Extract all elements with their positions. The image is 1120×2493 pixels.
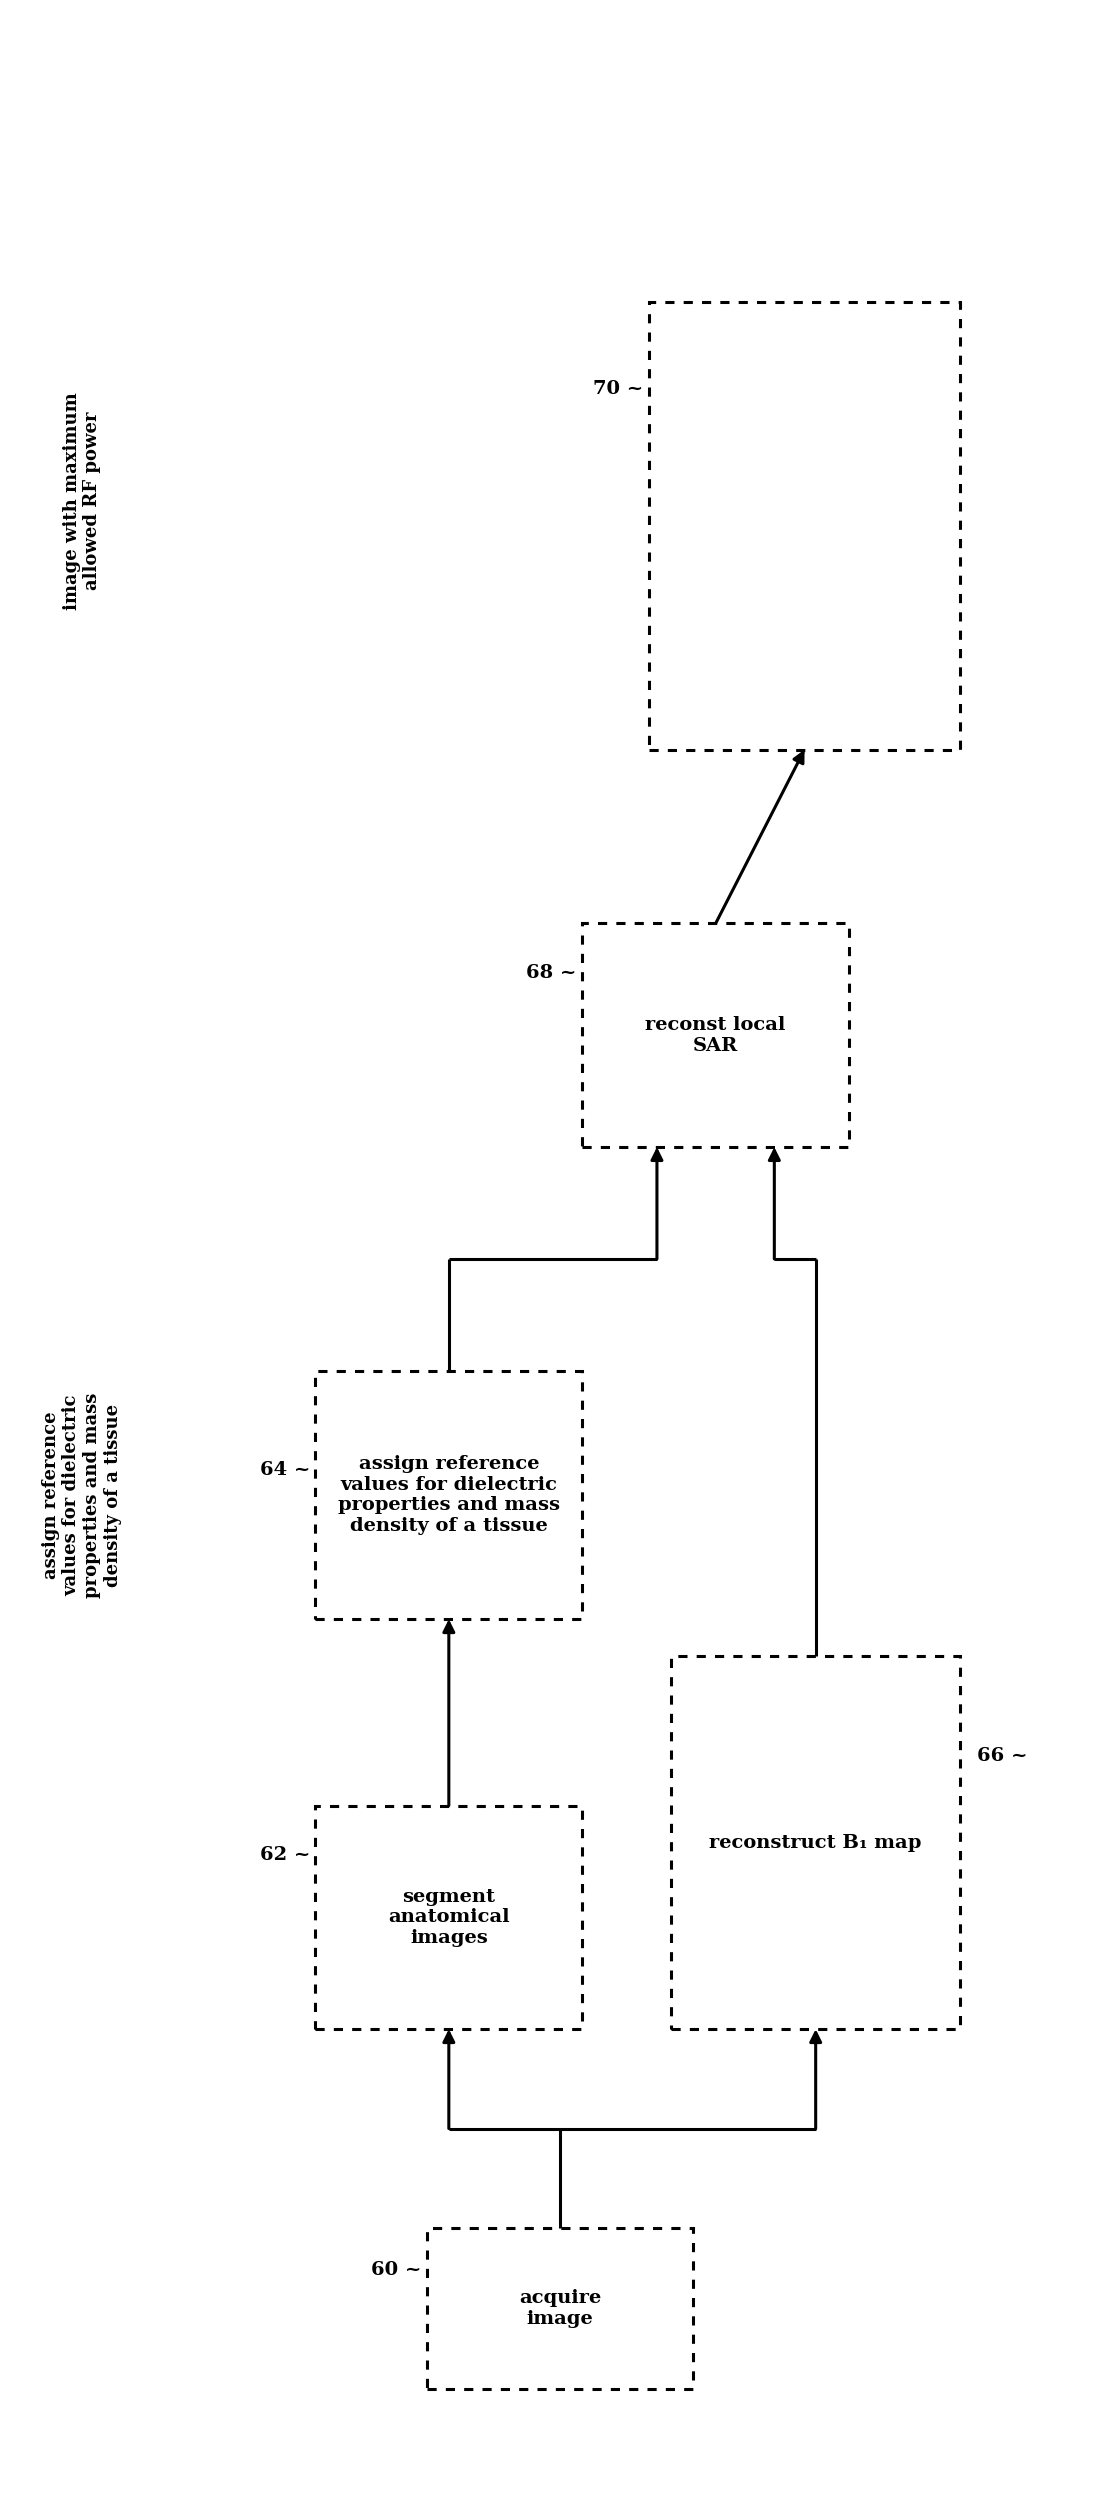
Text: 64 ~: 64 ~ (260, 1461, 310, 1478)
Bar (671, 1655, 960, 2029)
Text: 70 ~: 70 ~ (594, 381, 643, 399)
Text: 60 ~: 60 ~ (371, 2261, 421, 2279)
Text: image with maximum
allowed RF power: image with maximum allowed RF power (63, 391, 102, 611)
Text: assign reference
values for dielectric
properties and mass
density of a tissue: assign reference values for dielectric p… (338, 1456, 560, 1536)
Bar (427, 2229, 693, 2388)
Text: segment
anatomical
images: segment anatomical images (388, 1887, 510, 1947)
Bar (316, 1371, 582, 1618)
Text: 68 ~: 68 ~ (526, 965, 577, 982)
Text: assign reference
values for dielectric
properties and mass
density of a tissue: assign reference values for dielectric p… (41, 1391, 122, 1598)
Text: reconst local
SAR: reconst local SAR (645, 1017, 786, 1055)
Bar (582, 922, 849, 1147)
Text: reconstruct B₁ map: reconstruct B₁ map (709, 1835, 922, 1852)
Text: acquire
image: acquire image (519, 2289, 601, 2328)
Bar (316, 1805, 582, 2029)
Text: 62 ~: 62 ~ (260, 1847, 310, 1865)
Bar (648, 302, 960, 750)
Text: 66 ~: 66 ~ (977, 1748, 1027, 1765)
